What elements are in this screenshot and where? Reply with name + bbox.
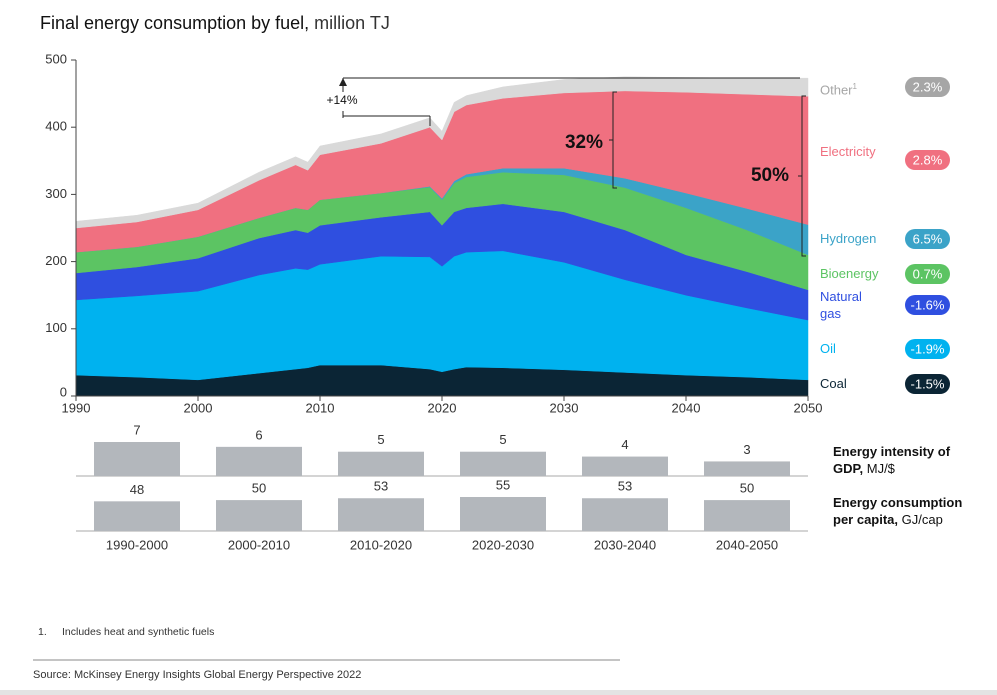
badge-label: -1.6% bbox=[911, 297, 945, 312]
x-tick-label: 2000-2010 bbox=[228, 537, 290, 552]
badge bbox=[905, 150, 950, 170]
legend-name: Coal bbox=[820, 376, 847, 391]
row-label: Energy consumption per capita, GJ/cap bbox=[833, 494, 973, 528]
value-label: 6 bbox=[255, 427, 262, 442]
bar bbox=[94, 442, 180, 476]
badge bbox=[905, 264, 950, 284]
legend-name: Natural gas bbox=[820, 289, 862, 321]
x-tick-label: 2020-2030 bbox=[472, 537, 534, 552]
row-name: Energy consumption per capita, bbox=[833, 495, 963, 527]
row-label: Energy intensity of GDP, MJ/$ bbox=[833, 443, 973, 477]
x-tick-label: 2020 bbox=[428, 400, 457, 415]
legend-name: Other bbox=[820, 82, 853, 98]
title-main: Final energy consumption by fuel, bbox=[40, 13, 309, 33]
x-tick-label: 2030-2040 bbox=[594, 537, 656, 552]
bar bbox=[216, 446, 302, 476]
legend-name: Hydrogen bbox=[820, 231, 877, 246]
y-tick-label: 100 bbox=[45, 320, 67, 335]
y-tick-label: 400 bbox=[45, 119, 67, 134]
x-tick-label: 2040-2050 bbox=[716, 537, 778, 552]
value-label: 50 bbox=[252, 481, 266, 496]
legend-name: Electricity bbox=[820, 144, 876, 159]
x-tick-label: 1990-2000 bbox=[106, 537, 168, 552]
x-tick-label: 2000 bbox=[184, 400, 213, 415]
annotation: 50% bbox=[751, 165, 789, 186]
value-label: 5 bbox=[377, 432, 384, 447]
badge-label: 2.8% bbox=[913, 152, 943, 167]
row-unit: GJ/cap bbox=[901, 512, 943, 527]
value-label: 4 bbox=[621, 437, 628, 452]
chart-title: Final energy consumption by fuel, millio… bbox=[40, 13, 390, 33]
bar bbox=[704, 500, 790, 531]
value-label: 55 bbox=[496, 477, 510, 492]
footnote-marker: 1. bbox=[38, 626, 47, 638]
annotation: 32% bbox=[565, 132, 603, 153]
value-label: 3 bbox=[743, 442, 750, 457]
bar bbox=[582, 456, 668, 476]
badge-label: 6.5% bbox=[913, 231, 943, 246]
badge bbox=[905, 77, 950, 97]
area bbox=[75, 76, 809, 229]
legend-label: Oil bbox=[820, 340, 882, 357]
bar bbox=[338, 498, 424, 531]
legend-label: Electricity bbox=[820, 143, 882, 160]
value-label: 5 bbox=[499, 432, 506, 447]
badge-label: 0.7% bbox=[913, 266, 943, 281]
bracket bbox=[609, 91, 617, 189]
x-tick-label: 2040 bbox=[672, 400, 701, 415]
x-tick-label: 2030 bbox=[550, 400, 579, 415]
x-tick-label: 2010-2020 bbox=[350, 537, 412, 552]
bar bbox=[338, 451, 424, 476]
badge bbox=[905, 295, 950, 315]
x-tick-label: 1990 bbox=[62, 400, 91, 415]
value-label: 53 bbox=[618, 479, 632, 494]
legend-label: Bioenergy bbox=[820, 265, 882, 282]
legend-name: Bioenergy bbox=[820, 266, 879, 281]
bar bbox=[94, 501, 180, 531]
badge bbox=[905, 229, 950, 249]
annotation: +14% bbox=[326, 93, 357, 107]
legend-label: Hydrogen bbox=[820, 230, 882, 247]
x-tick-label: 2010 bbox=[306, 400, 335, 415]
y-tick-label: 500 bbox=[45, 51, 67, 66]
badge-label: -1.9% bbox=[911, 341, 945, 356]
y-tick-label: 0 bbox=[60, 384, 67, 399]
y-tick-label: 300 bbox=[45, 186, 67, 201]
bracket bbox=[798, 95, 806, 257]
value-label: 7 bbox=[133, 422, 140, 437]
y-tick-label: 200 bbox=[45, 253, 67, 268]
value-label: 48 bbox=[130, 482, 144, 497]
row-name: Energy intensity of GDP, bbox=[833, 444, 951, 476]
badge bbox=[905, 339, 950, 359]
bar bbox=[582, 498, 668, 531]
bar bbox=[460, 497, 546, 531]
bar bbox=[216, 500, 302, 531]
legend-label: Natural gas bbox=[820, 288, 882, 322]
bottom-strip bbox=[0, 690, 997, 695]
legend-note: 1 bbox=[852, 82, 857, 91]
value-label: 50 bbox=[740, 481, 754, 496]
legend-name: Oil bbox=[820, 341, 836, 356]
source: Source: McKinsey Energy Insights Global … bbox=[33, 669, 361, 681]
row-unit: MJ/$ bbox=[866, 461, 895, 476]
legend-label: Coal bbox=[820, 375, 882, 392]
badge-label: 2.3% bbox=[913, 79, 943, 94]
legend-label: Other1 bbox=[820, 78, 882, 98]
badge bbox=[905, 374, 950, 394]
footnote-text: Includes heat and synthetic fuels bbox=[62, 626, 214, 638]
bar bbox=[460, 451, 546, 476]
bar bbox=[704, 461, 790, 476]
badge-label: -1.5% bbox=[911, 376, 945, 391]
x-tick-label: 2050 bbox=[794, 400, 823, 415]
title-unit: million TJ bbox=[314, 13, 390, 33]
value-label: 53 bbox=[374, 479, 388, 494]
